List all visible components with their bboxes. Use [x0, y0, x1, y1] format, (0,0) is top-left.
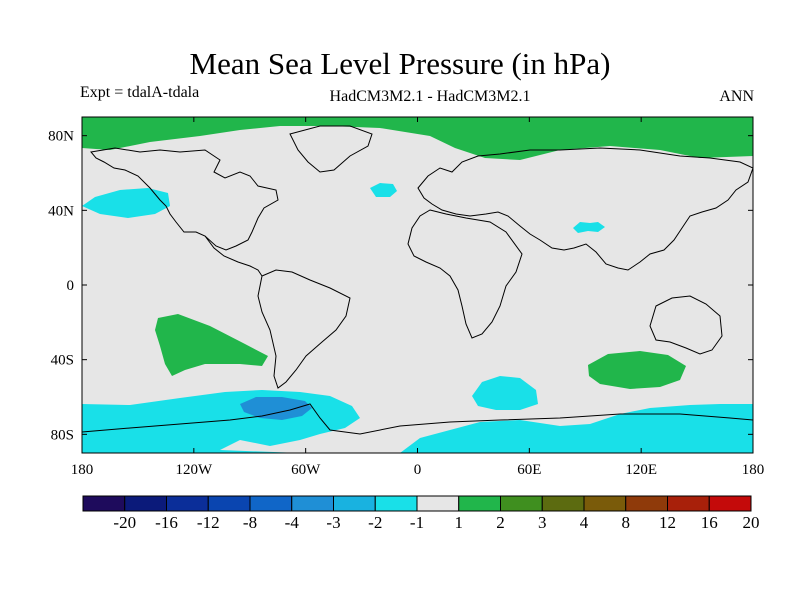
lon-tick-label: 180	[71, 462, 94, 478]
colorbar-label: -12	[197, 513, 220, 532]
negative-anomaly-north-pacific	[82, 188, 170, 218]
map-ticks: 180 120W 60W 0 60E 120E 180 80N 40N 0 40S 80S	[48, 117, 764, 478]
colorbar-swatch	[374, 495, 418, 512]
lat-tick-label: 40S	[51, 353, 74, 369]
colorbar-label: -4	[285, 513, 300, 532]
lon-tick-label: 180	[742, 462, 765, 478]
coastline-africa	[407, 209, 523, 339]
colorbar-swatch	[458, 495, 501, 512]
colorbar-label: -2	[368, 513, 382, 532]
colorbar-swatch	[249, 495, 293, 512]
coastline-greenland	[289, 125, 373, 173]
colorbar-swatch	[583, 495, 627, 512]
colorbar-label: -8	[243, 513, 257, 532]
colorbar-label: 1	[455, 513, 464, 532]
lon-tick-label: 0	[414, 462, 422, 478]
colorbar-swatch	[82, 495, 126, 512]
coastline-central-america	[204, 235, 263, 277]
lat-tick-label: 80N	[48, 129, 74, 145]
positive-anomaly-south-indian	[588, 351, 686, 389]
colorbar-swatch	[708, 495, 752, 512]
colorbar-label: -20	[113, 513, 136, 532]
colorbar-label: 16	[701, 513, 718, 532]
season-label: ANN	[719, 88, 754, 105]
colorbar-swatch	[124, 495, 167, 512]
colorbar-label: -16	[155, 513, 178, 532]
page-title: Mean Sea Level Pressure (in hPa)	[189, 46, 611, 81]
positive-anomaly-south-pacific	[155, 314, 268, 376]
lat-tick-label: 0	[67, 278, 75, 294]
models-label: HadCM3M2.1 - HadCM3M2.1	[329, 88, 531, 105]
colorbar-label: 20	[743, 513, 760, 532]
negative-anomaly-south-atlantic	[472, 376, 538, 410]
colorbar-swatch	[541, 495, 585, 512]
lon-tick-label: 60E	[517, 462, 541, 478]
colorbar-label: 4	[580, 513, 589, 532]
colorbar-label: -3	[326, 513, 340, 532]
strong-negative-anomaly-amundsen	[240, 397, 312, 420]
positive-anomaly-arctic	[82, 117, 753, 160]
colorbar-label: 12	[659, 513, 676, 532]
negative-anomaly-central-asia	[573, 222, 605, 233]
colorbar-label: 8	[622, 513, 631, 532]
coastline-north-america	[90, 147, 279, 251]
lat-tick-label: 80S	[51, 427, 74, 443]
colorbar-swatch	[416, 495, 460, 512]
colorbar-swatch	[207, 495, 251, 512]
coastline-south-america	[257, 269, 351, 389]
map-panel: 180 120W 60W 0 60E 120E 180 80N 40N 0 40S 80S	[48, 116, 764, 478]
coastlines	[82, 125, 753, 435]
lon-tick-label: 120E	[625, 462, 657, 478]
experiment-label: Expt = tdalA-tdala	[80, 84, 200, 101]
colorbar: -20 -16 -12 -8 -4 -3 -2 -1 1 2 3 4 8 12 16 20	[82, 495, 760, 532]
coastline-australia	[649, 295, 723, 355]
colorbar-label: -1	[410, 513, 424, 532]
colorbar-label: 2	[496, 513, 505, 532]
colorbar-swatch	[291, 495, 334, 512]
coastline-antarctica	[82, 403, 753, 435]
colorbar-swatch	[500, 495, 543, 512]
colorbar-swatch	[166, 495, 209, 512]
lon-tick-label: 120W	[175, 462, 213, 478]
colorbar-swatch	[625, 495, 668, 512]
pressure-contours	[82, 117, 753, 453]
colorbar-swatch	[667, 495, 710, 512]
lon-tick-label: 60W	[291, 462, 321, 478]
lat-tick-label: 40N	[48, 203, 74, 219]
coastline-europe-asia	[417, 147, 753, 271]
negative-anomaly-north-atlantic	[370, 183, 397, 197]
colorbar-label: 3	[538, 513, 547, 532]
colorbar-swatch	[333, 495, 376, 512]
